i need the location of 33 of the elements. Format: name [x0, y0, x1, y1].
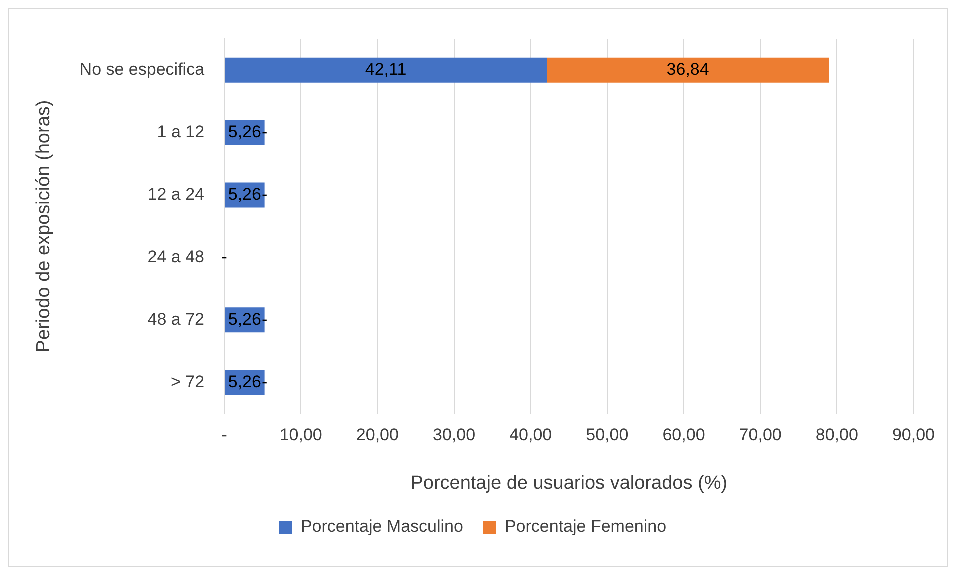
data-label: - [262, 372, 268, 392]
y-tick-label: > 72 [170, 372, 205, 392]
x-tick-label: 50,00 [586, 426, 629, 445]
data-label: - [262, 310, 268, 329]
y-tick-label: 24 a 48 [148, 247, 205, 266]
x-tick-label: 40,00 [510, 426, 552, 445]
data-label: 5,26 [228, 184, 262, 204]
data-label: - [262, 184, 268, 204]
y-tick-label: 1 a 12 [157, 122, 205, 142]
x-tick-label: 90,00 [892, 426, 936, 445]
data-label: 42,11 [365, 60, 407, 80]
y-tick-label: 48 a 72 [148, 310, 205, 329]
x-tick-label: 80,00 [816, 426, 858, 445]
y-tick-label: No se especifica [80, 60, 206, 80]
x-axis-title: Porcentaje de usuarios valorados (%) [410, 472, 728, 494]
y-axis-title: Periodo de exposición (horas) [34, 100, 55, 353]
x-tick-label: - [222, 426, 228, 445]
bar [225, 58, 547, 83]
legend-label: Porcentaje Femenino [504, 517, 667, 536]
x-tick-label: 10,00 [280, 426, 322, 445]
y-tick-label: 12 a 24 [148, 184, 205, 204]
data-label: 5,26 [228, 310, 262, 329]
x-tick-label: 20,00 [356, 426, 399, 445]
data-label: 5,26 [228, 372, 262, 392]
data-label: - [262, 122, 268, 142]
data-label: 5,26 [228, 122, 262, 142]
bar [546, 58, 830, 83]
legend-label: Porcentaje Masculino [300, 517, 464, 536]
x-tick-label: 30,00 [432, 426, 476, 445]
x-tick-label: 60,00 [662, 426, 706, 445]
x-tick-label: 70,00 [739, 426, 782, 445]
data-label: 36,84 [666, 60, 710, 80]
data-label: - [222, 247, 228, 266]
